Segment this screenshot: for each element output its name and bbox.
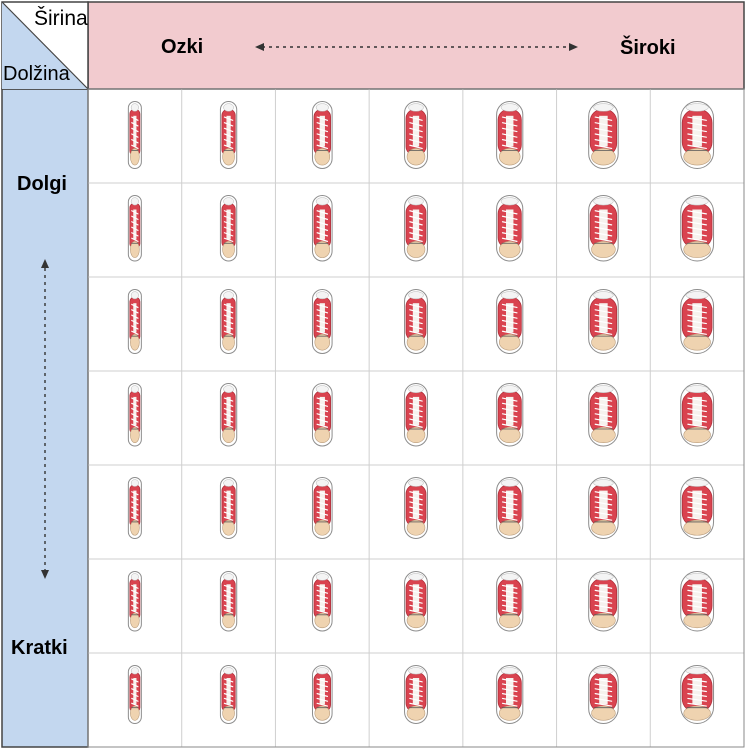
side-short-label: Kratki — [11, 637, 68, 659]
sneaker-icon — [496, 289, 524, 354]
sneaker-icon — [219, 665, 238, 724]
sneaker-icon — [588, 571, 619, 632]
shoe-grid — [127, 101, 715, 724]
sneaker-icon — [588, 101, 619, 169]
sneaker-icon — [588, 383, 619, 447]
sneaker-icon — [219, 195, 238, 262]
header-band — [87, 1, 745, 90]
sneaker-icon — [680, 665, 715, 724]
width-arrow — [255, 43, 578, 51]
sneaker-icon — [680, 101, 715, 169]
sneaker-icon — [404, 665, 428, 724]
sneaker-icon — [680, 383, 715, 447]
sneaker-icon — [496, 665, 524, 724]
sneaker-icon — [404, 571, 428, 632]
sneaker-icon — [588, 665, 619, 724]
sneaker-icon — [219, 101, 238, 169]
sneaker-icon — [311, 289, 333, 354]
sneaker-icon — [219, 571, 238, 632]
sneaker-icon — [404, 477, 428, 539]
header-narrow-label: Ozki — [161, 36, 204, 58]
sneaker-icon — [496, 195, 524, 262]
sneaker-icon — [404, 289, 428, 354]
sneaker-icon — [219, 289, 238, 354]
sneaker-icon — [588, 195, 619, 262]
grid-border — [87, 88, 745, 748]
sneaker-icon — [311, 195, 333, 262]
sneaker-icon — [404, 383, 428, 447]
sneaker-icon — [219, 383, 238, 447]
sneaker-icon — [588, 477, 619, 539]
sneaker-icon — [680, 571, 715, 632]
sneaker-icon — [404, 101, 428, 169]
side-long-label: Dolgi — [17, 173, 67, 195]
sneaker-icon — [311, 383, 333, 447]
corner-width-label: Širina — [34, 7, 88, 30]
sneaker-icon — [127, 101, 142, 169]
corner-length-label: Dolžina — [3, 63, 70, 85]
sneaker-icon — [127, 195, 142, 262]
sneaker-icon — [496, 101, 524, 169]
sneaker-icon — [219, 477, 238, 539]
sneaker-icon — [311, 571, 333, 632]
sneaker-icon — [127, 383, 142, 447]
sneaker-icon — [496, 571, 524, 632]
sneaker-icon — [311, 477, 333, 539]
length-arrow — [41, 259, 49, 579]
sneaker-icon — [496, 383, 524, 447]
sneaker-icon — [680, 195, 715, 262]
sneaker-icon — [588, 289, 619, 354]
sneaker-icon — [311, 665, 333, 724]
corner-diagonal — [1, 1, 89, 90]
grid-lines — [88, 89, 744, 747]
sneaker-icon — [680, 477, 715, 539]
sneaker-icon — [311, 101, 333, 169]
sneaker-icon — [127, 571, 142, 632]
sneaker-icon — [127, 477, 142, 539]
sneaker-icon — [404, 195, 428, 262]
sneaker-icon — [680, 289, 715, 354]
sneaker-icon — [127, 289, 142, 354]
sneaker-icon — [496, 477, 524, 539]
sneaker-icon — [127, 665, 142, 724]
header-wide-label: Široki — [620, 37, 676, 59]
